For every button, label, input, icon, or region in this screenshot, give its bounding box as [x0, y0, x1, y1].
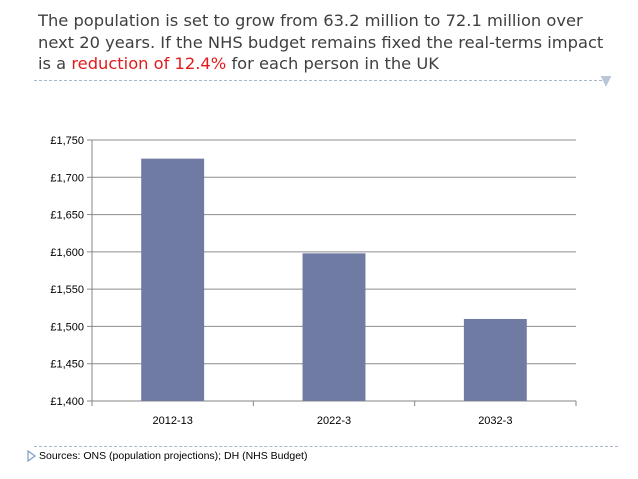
sources-note: Sources: ONS (population projections); D… [39, 450, 308, 462]
y-tick-label: £1,650 [50, 210, 84, 222]
headline-highlight: reduction of 12.4% [71, 54, 227, 73]
x-tick-label: 2032-3 [478, 415, 512, 427]
x-tick-label: 2012-13 [152, 415, 192, 427]
bar-2012-13 [141, 158, 205, 401]
headline-text-start: The population is set to grow from 63.2 … [38, 11, 604, 73]
y-tick-label: £1,550 [50, 284, 84, 296]
y-tick-label: £1,700 [50, 172, 84, 184]
x-tick-label: 2022-3 [317, 415, 351, 427]
bar-2022-3 [302, 253, 366, 401]
bullet-arrow-icon [27, 450, 37, 462]
footer-divider [34, 446, 618, 447]
headline: The population is set to grow from 63.2 … [38, 10, 618, 75]
divider-arrow-icon: ▼ [600, 73, 612, 89]
bar-2032-3 [463, 318, 527, 401]
y-tick-label: £1,400 [50, 396, 84, 408]
title-divider [34, 80, 602, 81]
y-tick-label: £1,450 [50, 359, 84, 371]
y-tick-label: £1,600 [50, 247, 84, 259]
y-tick-label: £1,750 [50, 135, 84, 147]
y-tick-label: £1,500 [50, 321, 84, 333]
headline-text-end: for each person in the UK [226, 54, 439, 73]
